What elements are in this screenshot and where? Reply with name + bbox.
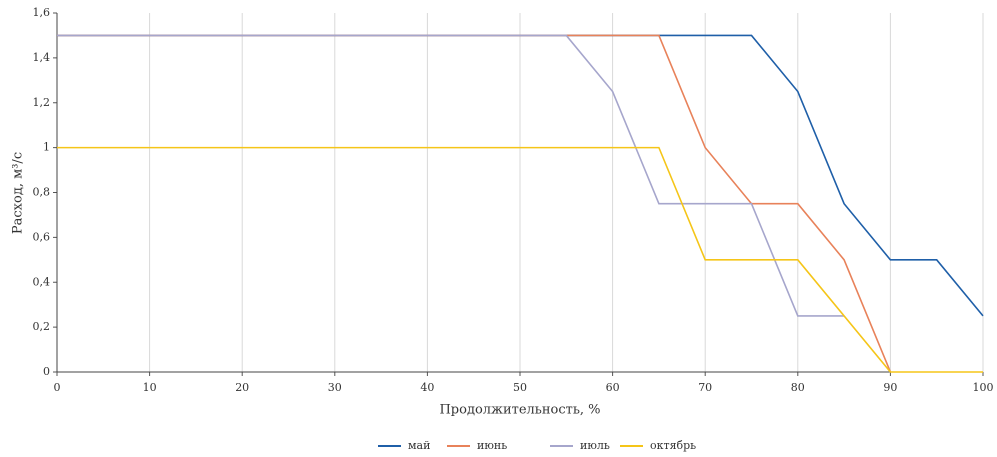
- y-tick-label: 0,4: [33, 275, 51, 288]
- legend-label: июль: [580, 439, 610, 452]
- y-tick-label: 1: [43, 141, 50, 154]
- series-line: [57, 146, 983, 373]
- x-tick-label: 70: [698, 381, 712, 394]
- y-tick-label: 0,6: [33, 230, 51, 243]
- x-tick-label: 20: [235, 381, 249, 394]
- series-line: [57, 34, 845, 317]
- x-tick-label: 50: [513, 381, 527, 394]
- x-tick-label: 10: [143, 381, 157, 394]
- legend-label: октябрь: [650, 439, 696, 452]
- x-tick-label: 100: [973, 381, 994, 394]
- y-tick-label: 1,6: [33, 6, 51, 19]
- y-tick-label: 0,8: [33, 186, 51, 199]
- x-tick-label: 30: [328, 381, 342, 394]
- x-tick-label: 90: [883, 381, 897, 394]
- series-line: [57, 34, 892, 373]
- x-tick-label: 60: [606, 381, 620, 394]
- x-axis-title: Продолжительность, %: [439, 403, 600, 418]
- y-tick-label: 1,2: [33, 96, 51, 109]
- x-tick-label: 80: [791, 381, 805, 394]
- series-line: [57, 34, 984, 317]
- y-axis-title: Расход, м³/с: [11, 152, 26, 234]
- y-tick-label: 1,4: [33, 51, 51, 64]
- x-tick-label: 40: [420, 381, 434, 394]
- y-tick-label: 0: [43, 365, 50, 378]
- legend-label: май: [408, 439, 430, 452]
- y-tick-label: 0,2: [33, 320, 51, 333]
- x-tick-label: 0: [54, 381, 61, 394]
- legend-label: июнь: [477, 439, 507, 452]
